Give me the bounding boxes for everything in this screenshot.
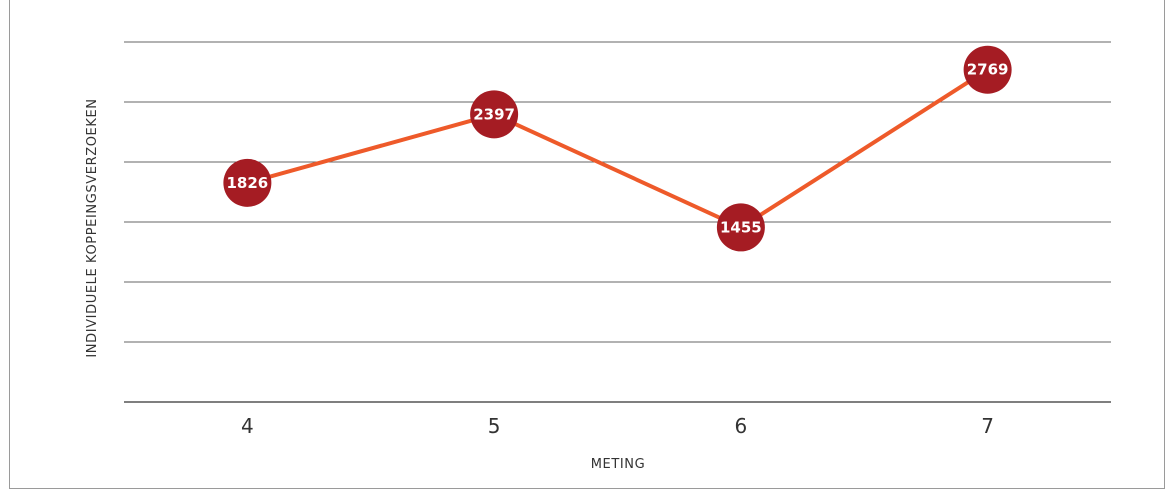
data-point bbox=[963, 45, 1012, 94]
data-label: 2397 bbox=[473, 105, 515, 123]
x-axis-title: METING bbox=[591, 457, 646, 472]
x-tick-label: 4 bbox=[241, 414, 254, 438]
data-label: 1455 bbox=[720, 218, 762, 236]
series-line bbox=[245, 67, 990, 230]
x-tick-label: 6 bbox=[735, 414, 748, 438]
data-point bbox=[470, 90, 519, 139]
data-label: 1826 bbox=[227, 174, 269, 192]
y-axis-title: INDIVIDUELE KOPPEINGSVERZOEKEN bbox=[85, 98, 100, 357]
data-markers: 1826 2397 1455 2769 bbox=[223, 45, 1012, 252]
data-point bbox=[716, 203, 765, 252]
data-point bbox=[223, 158, 272, 207]
x-tick-label: 7 bbox=[981, 414, 994, 438]
data-label: 2769 bbox=[967, 61, 1009, 79]
x-tick-label: 5 bbox=[488, 414, 501, 438]
x-tick-labels: 4 5 6 7 bbox=[241, 414, 994, 438]
series-line-group bbox=[245, 67, 990, 230]
gridlines bbox=[124, 41, 1111, 403]
